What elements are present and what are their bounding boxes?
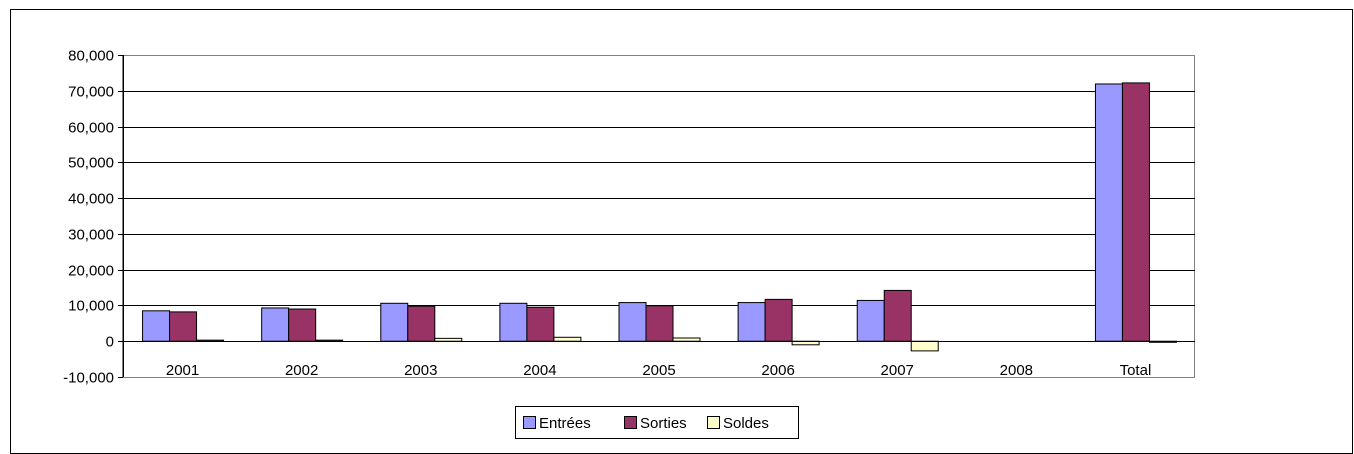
bar-soldes-2005 xyxy=(672,337,701,342)
legend-label: Entrées xyxy=(539,415,591,432)
x-tick-label: 2006 xyxy=(761,362,794,379)
bar-sorties-2004 xyxy=(526,306,555,342)
y-axis: -10,000 0 10,000 20,000 30,000 40,000 50,000 60… xyxy=(63,48,124,387)
x-tick-label: 2001 xyxy=(166,362,199,379)
y-tick-label: 40,000 xyxy=(68,191,114,208)
bar-entres-2007 xyxy=(856,299,885,342)
bar-soldes-2004 xyxy=(553,336,582,342)
x-tick-label: 2002 xyxy=(285,362,318,379)
y-tick-label: -10,000 xyxy=(63,370,114,387)
bar-entres-2006 xyxy=(737,302,766,342)
x-tick-label: 2004 xyxy=(523,362,556,379)
bar-entres-2004 xyxy=(499,302,528,342)
y-tick-label: 50,000 xyxy=(68,155,114,172)
bar-sorties-2003 xyxy=(407,305,436,342)
x-tick-label: 2005 xyxy=(642,362,675,379)
x-axis: 2001 2002 2003 2004 2005 2006 2007 2008 Total xyxy=(166,362,1151,379)
y-tick-label: 30,000 xyxy=(68,227,114,244)
bar-soldes-2003 xyxy=(434,337,463,342)
legend-label: Soldes xyxy=(723,415,769,432)
y-tick-label: 70,000 xyxy=(68,84,114,101)
bar-sorties-2001 xyxy=(169,311,198,342)
bar-entres-2002 xyxy=(261,307,290,342)
legend-swatch xyxy=(624,416,637,429)
y-tick-label: 10,000 xyxy=(68,298,114,315)
x-tick-label: Total xyxy=(1120,362,1152,379)
bar-sorties-2006 xyxy=(764,298,793,342)
bar-sorties-2005 xyxy=(645,305,674,342)
y-tick-label: 60,000 xyxy=(68,120,114,137)
bar-entres-total xyxy=(1094,83,1123,342)
bar-entres-2005 xyxy=(618,302,647,342)
y-tick-label: 80,000 xyxy=(68,48,114,65)
bar-soldes-2007 xyxy=(910,340,939,352)
legend-box xyxy=(515,406,799,439)
y-tick-label: 0 xyxy=(106,334,114,351)
x-tick-label: 2008 xyxy=(1000,362,1033,379)
bar-entres-2001 xyxy=(142,310,171,342)
y-tick-label: 20,000 xyxy=(68,263,114,280)
bar-entres-2003 xyxy=(380,302,409,342)
legend-swatch xyxy=(523,416,536,429)
bars xyxy=(142,82,1177,352)
legend-label: Sorties xyxy=(640,415,687,432)
legend: Entrées Sorties Soldes xyxy=(515,406,799,439)
x-tick-label: 2003 xyxy=(404,362,437,379)
legend-swatch xyxy=(707,416,720,429)
bar-sorties-2002 xyxy=(288,308,317,342)
bar-sorties-2007 xyxy=(883,289,912,342)
x-tick-label: 2007 xyxy=(881,362,914,379)
bar-sorties-total xyxy=(1121,82,1150,342)
